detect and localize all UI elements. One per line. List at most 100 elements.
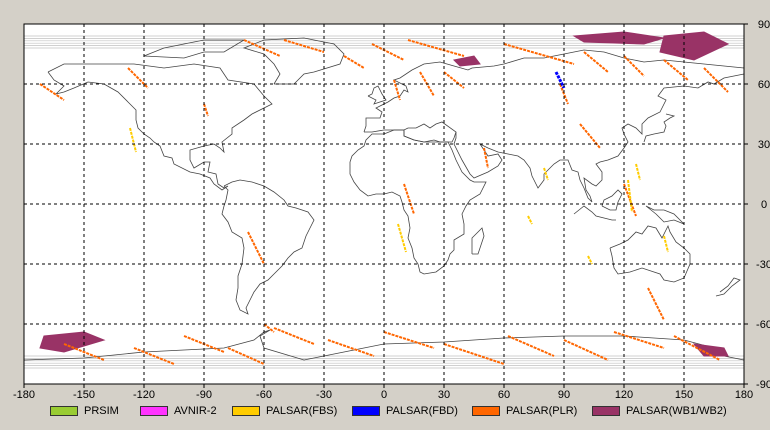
legend-item: PALSAR(FBD) — [352, 404, 458, 418]
plr-strip — [247, 231, 265, 265]
legend-label: PRSIM — [84, 405, 119, 417]
coastline — [453, 73, 745, 203]
coastline — [471, 227, 485, 255]
plr-strip — [327, 339, 375, 357]
fbs-strip — [543, 167, 549, 181]
legend-label: AVNIR-2 — [174, 405, 217, 417]
x-tick-label: -120 — [133, 389, 155, 400]
fbs-strip — [397, 223, 407, 253]
plr-strip — [243, 39, 281, 57]
fbs-strip — [527, 215, 533, 225]
plr-strip — [393, 79, 401, 101]
plr-strip — [647, 287, 665, 321]
y-tick-label: -60 — [756, 319, 770, 331]
fbs-strip — [663, 235, 669, 253]
plr-strip — [227, 347, 265, 365]
y-tick-label: -30 — [756, 259, 770, 271]
plr-strip — [507, 335, 555, 357]
plr-strip — [371, 43, 405, 61]
x-tick-label: 150 — [675, 389, 693, 400]
plr-strip — [263, 323, 275, 333]
legend-swatch — [352, 406, 380, 416]
legend-label: PALSAR(PLR) — [506, 405, 578, 417]
plr-strip — [133, 347, 175, 365]
fbs-strip — [627, 179, 633, 213]
legend-label: PALSAR(FBD) — [386, 405, 458, 417]
wb-swaths — [39, 31, 730, 357]
x-tick-label: -30 — [316, 389, 332, 400]
plr-strip — [63, 343, 105, 361]
coastline — [367, 85, 387, 105]
coastline — [363, 49, 745, 133]
legend-label: PALSAR(FBS) — [266, 405, 338, 417]
plr-strip — [403, 183, 415, 215]
coastline — [573, 205, 616, 221]
legend-item: PRSIM — [50, 404, 119, 418]
legend-swatch — [140, 406, 168, 416]
world-map: -180 -150 -120 -90 -60 -30 0 30 60 90 120 150 180 90… — [12, 19, 770, 400]
coastline — [242, 37, 345, 85]
plr-strip — [613, 331, 665, 349]
legend: PRSIM AVNIR-2 PALSAR(FBS) PALSAR(FBD) PALSAR… — [0, 399, 770, 423]
plr-strip — [407, 39, 465, 57]
wb-swath — [692, 343, 729, 357]
plr-strip — [623, 55, 645, 77]
legend-item: AVNIR-2 — [140, 404, 217, 418]
coastline — [143, 39, 246, 59]
plr-strip — [663, 59, 689, 81]
plr-strip — [127, 67, 149, 89]
wb-swath — [659, 31, 730, 61]
legend-swatch — [592, 406, 620, 416]
x-tick-label: 30 — [438, 389, 450, 400]
plr-strip — [203, 103, 209, 117]
y-axis-ticks: 90 60 30 0 -30 -60 -90 — [744, 19, 770, 391]
plr-strip — [39, 83, 65, 101]
y-tick-label: 30 — [758, 139, 770, 151]
legend-item: PALSAR(FBS) — [232, 404, 337, 418]
coastline — [23, 329, 745, 361]
fbs-strip — [635, 163, 641, 181]
plr-strip — [443, 71, 465, 89]
x-tick-label: 60 — [498, 389, 510, 400]
fbs-strip — [129, 127, 137, 153]
x-tick-label: -150 — [73, 389, 95, 400]
legend-label: PALSAR(WB1/WB2) — [626, 405, 727, 417]
plr-strip — [563, 339, 609, 361]
wb-swath — [39, 331, 106, 353]
coastline — [643, 113, 676, 143]
x-tick-label: -60 — [256, 389, 272, 400]
coastline — [715, 277, 741, 297]
x-tick-label: 180 — [735, 389, 753, 400]
plr-strip — [483, 147, 489, 169]
plr-strip — [503, 43, 575, 65]
y-tick-label: 90 — [758, 19, 770, 31]
x-tick-label: 120 — [615, 389, 633, 400]
legend-item: PALSAR(WB1/WB2) — [592, 404, 727, 418]
fbd-strip — [554, 71, 566, 89]
wb-swath — [452, 55, 481, 67]
coastline — [349, 129, 487, 275]
x-tick-label: 0 — [381, 389, 387, 400]
x-axis-ticks: -180 -150 -120 -90 -60 -30 0 30 60 90 120 150 180 — [13, 384, 753, 400]
wb-swath — [572, 31, 665, 45]
legend-swatch — [50, 406, 78, 416]
legend-item: PALSAR(PLR) — [472, 404, 577, 418]
plr-strip — [273, 327, 315, 345]
y-tick-label: 0 — [761, 199, 767, 211]
fbs-strip — [587, 255, 593, 265]
plr-strip — [283, 39, 325, 53]
legend-swatch — [232, 406, 260, 416]
y-tick-label: -90 — [756, 379, 770, 391]
plr-strip — [703, 67, 729, 93]
x-tick-label: -90 — [196, 389, 212, 400]
x-tick-label: -180 — [13, 389, 35, 400]
plr-strip — [383, 331, 435, 349]
legend-swatch — [472, 406, 500, 416]
plr-strip — [443, 343, 505, 365]
plr-strip — [673, 335, 721, 361]
coastline — [601, 189, 623, 211]
x-tick-label: 90 — [558, 389, 570, 400]
plr-strip — [559, 83, 569, 105]
grid-lines — [24, 24, 744, 384]
coastline — [609, 224, 691, 283]
